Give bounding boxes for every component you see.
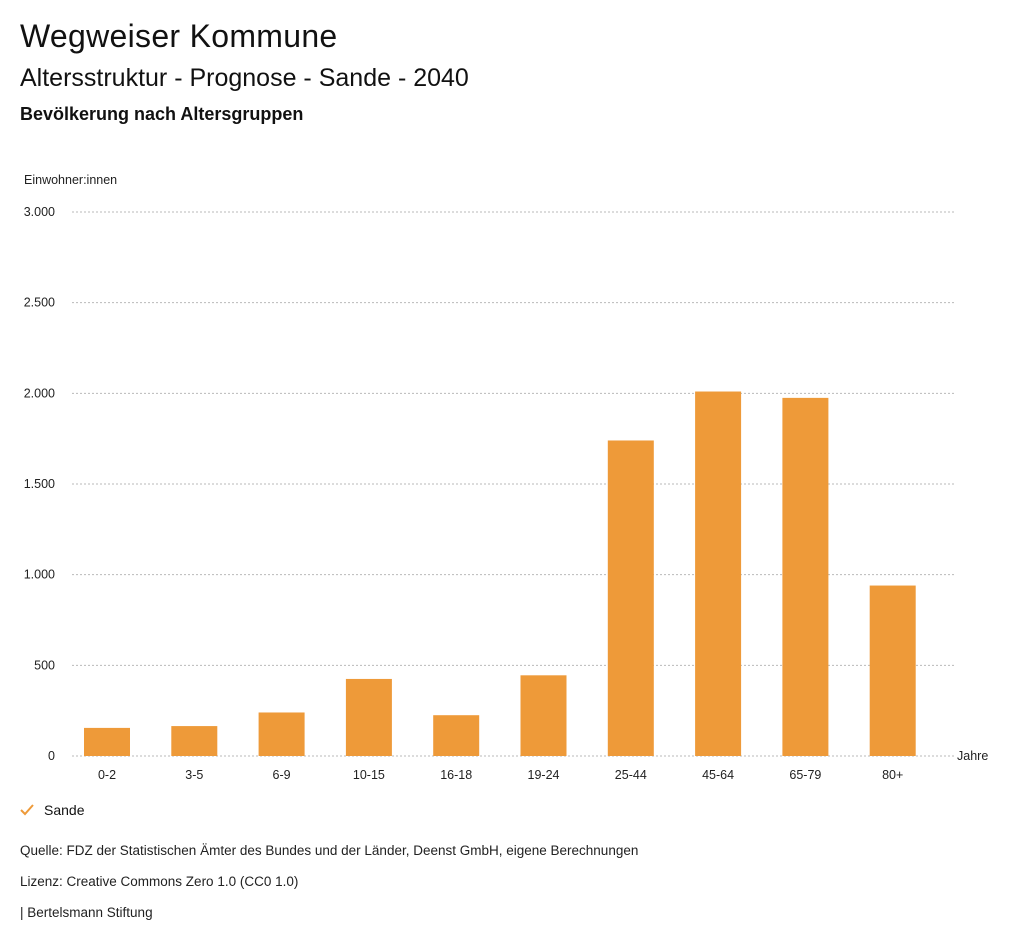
bar-10-15[interactable] [345,678,392,756]
chart-subsubtitle: Bevölkerung nach Altersgruppen [20,104,304,124]
bar-6-9[interactable] [258,712,305,756]
publisher-note: | Bertelsmann Stiftung [20,905,153,920]
bar-0-2[interactable] [84,727,130,756]
x-tick-label: 0-2 [98,768,116,782]
chart-subtitle: Altersstruktur - Prognose - Sande - 2040 [20,64,469,92]
license-note: Lizenz: Creative Commons Zero 1.0 (CC0 1… [20,874,299,889]
bar-25-44[interactable] [607,440,654,756]
bar-80plus[interactable] [869,585,916,756]
legend-label: Sande [44,802,85,818]
bar-45-64[interactable] [695,391,742,756]
x-tick-label: 16-18 [440,768,472,782]
x-tick-label: 25-44 [615,768,647,782]
bar-3-5[interactable] [171,726,218,756]
y-tick-label: 2.000 [24,386,55,400]
y-tick-label: 500 [34,658,55,672]
source-note: Quelle: FDZ der Statistischen Ämter des … [20,843,639,858]
y-axis-label: Einwohner:innen [24,173,117,187]
x-tick-label: 10-15 [353,768,385,782]
x-tick-label: 3-5 [185,768,203,782]
x-axis-label: Jahre [957,749,988,763]
y-tick-label: 0 [48,749,55,763]
x-tick-label: 19-24 [528,768,560,782]
y-tick-label: 2.500 [24,296,55,310]
x-tick-label: 80+ [882,768,903,782]
x-tick-label: 65-79 [789,768,821,782]
y-tick-label: 1.500 [24,477,55,491]
bar-chart: 0 500 1.000 1.500 2.000 2.500 3.000 Einwohner:i… [24,173,989,782]
bar-16-18[interactable] [433,715,480,756]
page-title: Wegweiser Kommune [20,18,338,54]
legend-item-sande[interactable]: Sande [20,802,84,818]
x-tick-label: 45-64 [702,768,734,782]
bar-65-79[interactable] [782,397,829,756]
bar-19-24[interactable] [520,675,567,756]
x-tick-label: 6-9 [273,768,291,782]
y-tick-label: 1.000 [24,568,55,582]
check-icon [20,804,34,816]
y-tick-label: 3.000 [24,205,55,219]
